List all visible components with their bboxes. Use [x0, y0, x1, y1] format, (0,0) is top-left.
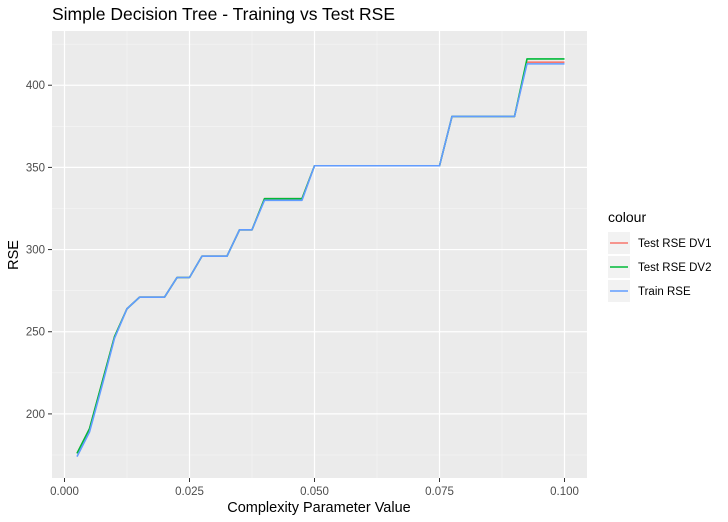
series-lines [76, 58, 565, 458]
x-tick-label: 0.075 [425, 486, 454, 498]
chart-title: Simple Decision Tree - Training vs Test … [52, 4, 395, 24]
y-tick-label: 200 [26, 409, 45, 421]
minor-gridlines [52, 31, 587, 478]
x-axis-title: Complexity Parameter Value [227, 500, 410, 516]
legend-label: Test RSE DV1 [638, 238, 712, 250]
y-tick-label: 300 [26, 245, 45, 257]
legend-label: Train RSE [638, 286, 691, 298]
y-tick-label: 250 [26, 327, 45, 339]
y-tick-label: 350 [26, 162, 45, 174]
x-tick-label: 0.100 [550, 486, 579, 498]
major-gridlines [52, 31, 587, 478]
y-tick-label: 400 [26, 80, 45, 92]
y-axis: 200 250 300 350 400 [26, 80, 52, 421]
plot-panel [52, 31, 587, 478]
legend-label: Test RSE DV2 [638, 262, 712, 274]
legend-title: colour [608, 209, 646, 225]
legend: colour Test RSE DV1 Test RSE DV2 Train RSE [608, 209, 712, 302]
x-tick-label: 0.025 [175, 486, 204, 498]
x-tick-label: 0.000 [50, 486, 79, 498]
y-axis-title: RSE [6, 240, 22, 270]
x-axis: 0.000 0.025 0.050 0.075 0.100 [50, 478, 579, 498]
x-tick-label: 0.050 [300, 486, 329, 498]
series-line-train-rse [76, 63, 565, 458]
